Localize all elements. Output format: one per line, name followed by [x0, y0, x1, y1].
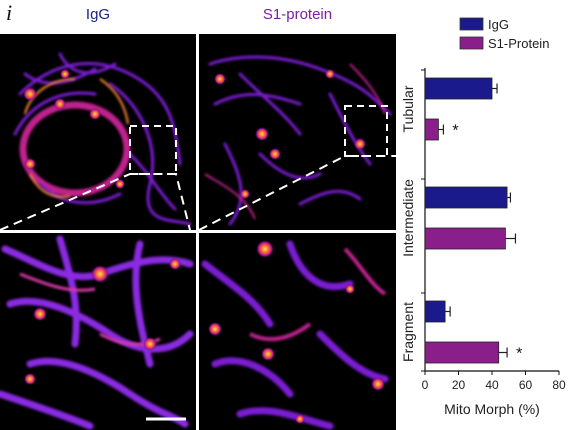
x-axis-title: Mito Morph (%): [444, 401, 540, 417]
s1-overview-image: [198, 34, 396, 231]
bar-fragment-igg: [424, 300, 446, 323]
igg-zoom-image: [0, 233, 196, 430]
bar-intermediate-s1-protein: [424, 227, 506, 250]
igg-overview-image: [0, 34, 196, 231]
x-tick-label-2: 40: [485, 378, 499, 392]
category-label-2: Fragment: [400, 302, 416, 362]
bar-tubular-s1-protein: [424, 118, 439, 141]
legend-label-0: IgG: [488, 17, 509, 32]
legend-label-1: S1-Protein: [488, 36, 549, 51]
category-label-1: Intermediate: [400, 179, 416, 257]
s1-column-label: S1-protein: [262, 6, 333, 23]
legend-swatch-0: [459, 17, 484, 31]
x-tick-label-4: 80: [552, 378, 566, 392]
mito-morph-bar-chart: IgG S1-Protein 0 20 40 60 80 Mito Morph (%) Tubu…: [400, 17, 566, 417]
s1-zoom-image: [199, 233, 396, 430]
category-label-0: Tubular: [400, 85, 416, 132]
significance-mark-1: *: [516, 346, 522, 363]
micrograph-panels: [0, 34, 396, 430]
x-tick-label-0: 0: [422, 378, 429, 392]
legend-swatch-1: [459, 36, 484, 50]
panel-letter: i: [6, 0, 13, 25]
x-tick-label-3: 60: [519, 378, 533, 392]
bar-tubular-igg: [424, 77, 493, 100]
significance-mark-0: *: [452, 123, 458, 140]
igg-column-label: IgG: [85, 6, 111, 23]
bar-intermediate-igg: [424, 186, 508, 209]
bar-fragment-s1-protein: [424, 341, 500, 364]
x-tick-label-1: 20: [452, 378, 466, 392]
